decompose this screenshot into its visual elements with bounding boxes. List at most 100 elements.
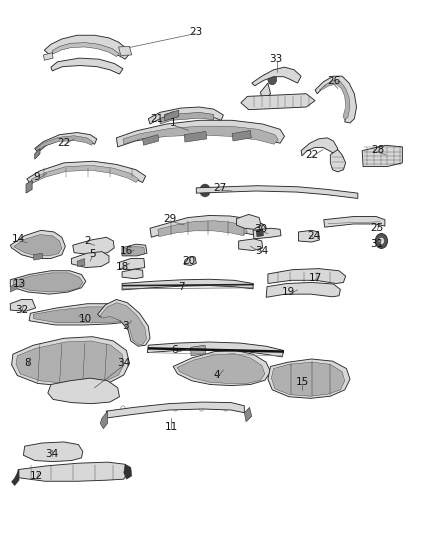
Polygon shape: [12, 337, 130, 386]
Text: 16: 16: [120, 246, 133, 255]
Text: 14: 14: [11, 234, 25, 244]
Text: 27: 27: [213, 183, 226, 193]
Polygon shape: [100, 303, 147, 345]
Text: 17: 17: [308, 273, 321, 283]
Polygon shape: [196, 185, 358, 198]
Polygon shape: [36, 136, 93, 151]
Polygon shape: [119, 46, 132, 55]
Polygon shape: [31, 165, 139, 183]
Polygon shape: [298, 230, 319, 242]
Circle shape: [200, 184, 210, 197]
Polygon shape: [120, 259, 145, 270]
Polygon shape: [237, 214, 261, 229]
Text: 2: 2: [85, 236, 92, 246]
Polygon shape: [324, 216, 385, 227]
Text: 1: 1: [170, 118, 177, 128]
Text: 5: 5: [89, 249, 95, 259]
Polygon shape: [35, 149, 40, 159]
Polygon shape: [51, 58, 123, 74]
Polygon shape: [123, 126, 279, 144]
Text: 6: 6: [171, 345, 178, 356]
Polygon shape: [117, 120, 285, 147]
Text: 11: 11: [164, 422, 177, 432]
Text: 19: 19: [282, 287, 296, 297]
Polygon shape: [158, 221, 247, 237]
Polygon shape: [148, 342, 284, 357]
Polygon shape: [124, 246, 145, 256]
Polygon shape: [315, 76, 357, 123]
Text: 20: 20: [182, 256, 195, 266]
Polygon shape: [48, 378, 120, 403]
Polygon shape: [98, 300, 150, 346]
Polygon shape: [106, 402, 244, 418]
Polygon shape: [150, 215, 267, 237]
Text: 9: 9: [33, 172, 40, 182]
Polygon shape: [122, 269, 143, 279]
Text: 34: 34: [255, 246, 268, 255]
Circle shape: [378, 237, 385, 245]
Polygon shape: [191, 345, 206, 356]
Text: 21: 21: [150, 114, 164, 124]
Polygon shape: [12, 470, 19, 486]
Text: 26: 26: [327, 77, 340, 86]
Polygon shape: [241, 94, 315, 110]
Text: 28: 28: [372, 144, 385, 155]
Polygon shape: [143, 135, 159, 146]
Polygon shape: [23, 442, 83, 462]
Polygon shape: [33, 307, 125, 323]
Text: 13: 13: [12, 279, 26, 288]
Polygon shape: [177, 354, 265, 383]
Polygon shape: [148, 107, 223, 124]
Polygon shape: [44, 35, 130, 59]
Polygon shape: [77, 259, 85, 266]
Polygon shape: [160, 112, 214, 124]
Polygon shape: [33, 253, 42, 260]
Text: 29: 29: [163, 214, 177, 224]
Polygon shape: [11, 271, 86, 294]
Polygon shape: [330, 150, 346, 172]
Polygon shape: [256, 229, 264, 237]
Polygon shape: [124, 464, 132, 479]
Polygon shape: [244, 407, 252, 422]
Polygon shape: [14, 235, 62, 256]
Polygon shape: [268, 359, 350, 398]
Polygon shape: [253, 228, 281, 239]
Polygon shape: [73, 237, 114, 255]
Circle shape: [268, 74, 277, 85]
Text: 32: 32: [15, 305, 28, 315]
Text: 22: 22: [57, 138, 71, 148]
Text: 3: 3: [122, 321, 128, 331]
Polygon shape: [26, 180, 32, 193]
Polygon shape: [173, 351, 271, 385]
Polygon shape: [11, 300, 35, 311]
Text: 34: 34: [117, 358, 131, 368]
Text: 24: 24: [307, 231, 321, 241]
Text: 34: 34: [46, 449, 59, 458]
Polygon shape: [252, 67, 301, 86]
Circle shape: [375, 233, 388, 248]
Polygon shape: [232, 131, 251, 141]
Text: 7: 7: [179, 282, 185, 292]
Polygon shape: [29, 304, 130, 325]
Polygon shape: [35, 133, 97, 152]
Text: 25: 25: [371, 223, 384, 233]
Text: 22: 22: [305, 150, 318, 160]
Polygon shape: [261, 83, 271, 102]
Polygon shape: [16, 341, 124, 383]
Polygon shape: [268, 269, 346, 284]
Text: 33: 33: [269, 54, 283, 64]
Text: 12: 12: [30, 472, 43, 481]
Polygon shape: [239, 239, 263, 251]
Text: 10: 10: [79, 313, 92, 324]
Text: 23: 23: [190, 27, 203, 37]
Polygon shape: [71, 252, 109, 268]
Polygon shape: [362, 146, 403, 166]
Polygon shape: [43, 53, 53, 60]
Polygon shape: [122, 244, 147, 256]
Polygon shape: [13, 273, 83, 292]
Polygon shape: [27, 161, 146, 184]
Text: 4: 4: [213, 370, 220, 381]
Polygon shape: [11, 284, 17, 292]
Polygon shape: [272, 362, 345, 396]
Polygon shape: [184, 257, 196, 265]
